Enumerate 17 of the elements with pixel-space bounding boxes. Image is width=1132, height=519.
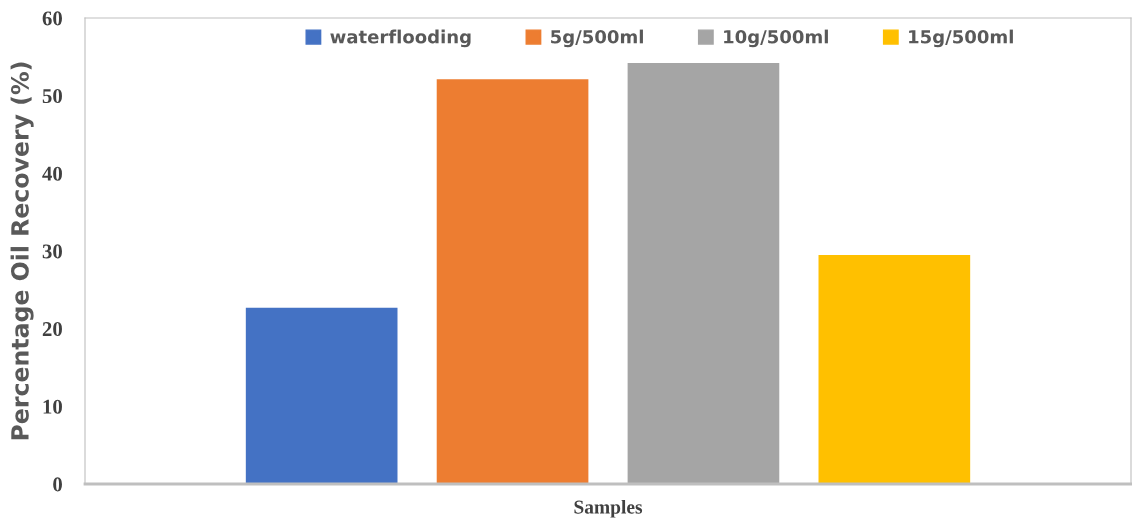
y-tick-label: 50 bbox=[42, 89, 62, 104]
bar bbox=[436, 79, 589, 484]
bar bbox=[627, 63, 780, 484]
y-tick-label: 20 bbox=[42, 322, 62, 337]
y-tick-label: 30 bbox=[42, 244, 62, 259]
legend-label: 15g/500ml bbox=[909, 29, 1013, 48]
y-tick-label: 40 bbox=[42, 166, 62, 181]
legend-label: 5g/500ml bbox=[551, 29, 643, 48]
y-tick-label: 0 bbox=[53, 477, 62, 492]
y-axis-title: Percentage Oil Recovery (%) bbox=[10, 62, 34, 440]
legend-label: 10g/500ml bbox=[724, 29, 828, 48]
legend-label: waterflooding bbox=[330, 29, 471, 48]
y-tick-label: 60 bbox=[42, 11, 62, 26]
y-tick-label: 10 bbox=[43, 399, 62, 414]
x-axis-title: Samples bbox=[574, 499, 643, 518]
bar bbox=[818, 254, 971, 484]
bar bbox=[245, 307, 398, 484]
